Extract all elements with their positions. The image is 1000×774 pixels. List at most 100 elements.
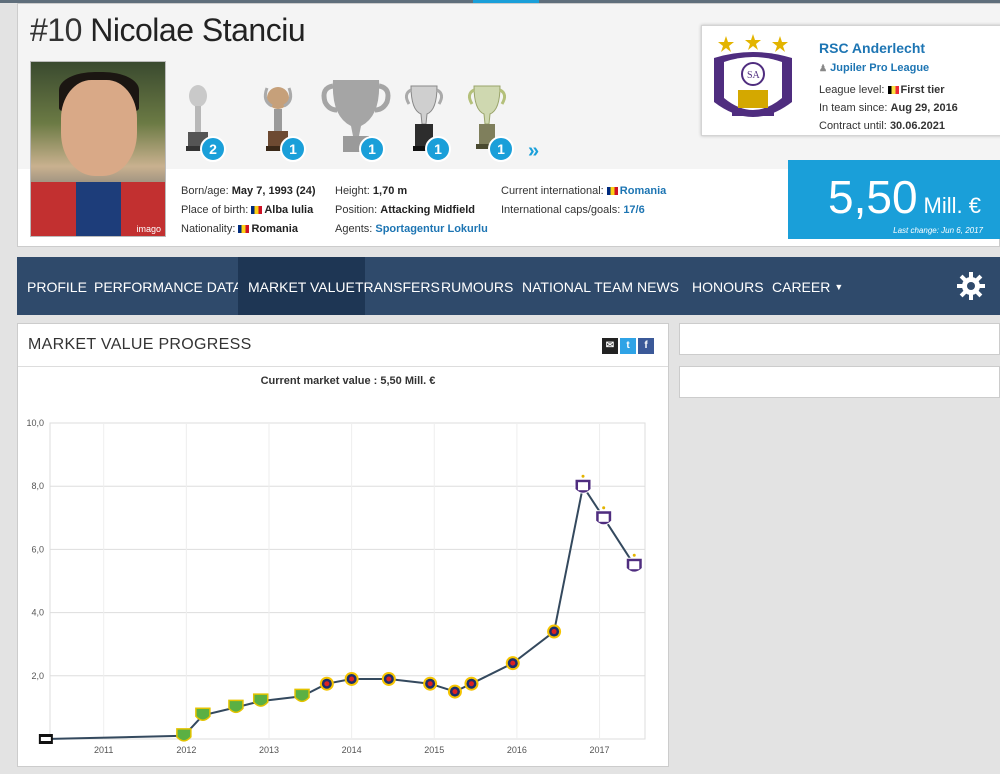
place-row: Place of birth: Alba Iulia bbox=[181, 201, 316, 220]
data-point-unirea[interactable] bbox=[252, 693, 269, 707]
romania-flag-icon bbox=[238, 225, 250, 233]
data-point-steaua[interactable] bbox=[464, 676, 479, 691]
trophy-4[interactable]: 1 bbox=[403, 76, 451, 162]
born-row: Born/age: May 7, 1993 (24) bbox=[181, 182, 316, 201]
data-point-unirea[interactable] bbox=[176, 728, 192, 742]
data-point-steaua[interactable] bbox=[381, 671, 396, 686]
nav-news[interactable]: News bbox=[637, 279, 679, 295]
data-point-anderlecht[interactable] bbox=[595, 506, 613, 526]
agents-row: Agents: Sportagentur Lokurlu bbox=[335, 220, 488, 239]
position-row: Position: Attacking Midfield bbox=[335, 201, 488, 220]
x-tick-label: 2014 bbox=[342, 745, 362, 755]
data-point-steaua[interactable] bbox=[447, 684, 462, 699]
mail-share-icon[interactable]: ✉ bbox=[602, 338, 618, 354]
gear-icon[interactable] bbox=[956, 271, 986, 301]
nav-honours[interactable]: Honours bbox=[692, 279, 764, 295]
place-label: Place of birth: bbox=[181, 204, 249, 216]
y-tick-label: 2,0 bbox=[31, 671, 44, 681]
born-value: May 7, 1993 (24) bbox=[231, 185, 316, 197]
nationality-row: Nationality: Romania bbox=[181, 220, 316, 239]
x-tick-label: 2015 bbox=[424, 745, 444, 755]
international-link[interactable]: Romania bbox=[619, 185, 667, 197]
trophy-count: 1 bbox=[425, 136, 451, 162]
club-name-link[interactable]: RSC Anderlecht bbox=[819, 40, 926, 56]
place-value: Alba Iulia bbox=[264, 204, 314, 216]
international-row: Current international: Romania bbox=[501, 182, 666, 201]
anderlecht-crest-icon[interactable]: SA bbox=[708, 32, 798, 130]
y-tick-label: 10,0 bbox=[26, 418, 44, 428]
data-point-unirea[interactable] bbox=[228, 699, 244, 714]
market-value-amount: 5,50 Mill. € bbox=[828, 170, 981, 224]
team-since-value: Aug 29, 2016 bbox=[890, 102, 958, 114]
position-value: Attacking Midfield bbox=[380, 204, 475, 216]
trophy-row: 2 1 1 bbox=[178, 76, 538, 166]
league-link[interactable]: Jupiler Pro League bbox=[830, 62, 930, 74]
nav-national-team[interactable]: National team bbox=[522, 279, 633, 295]
data-point-steaua[interactable] bbox=[505, 656, 520, 671]
data-point-unirea[interactable] bbox=[195, 707, 211, 722]
league-level-row: League level: First tier bbox=[819, 81, 958, 99]
market-value-number: 5,50 bbox=[828, 171, 918, 223]
ball-trophy-icon bbox=[263, 87, 293, 151]
caps-link[interactable]: 17/6 bbox=[623, 204, 645, 216]
market-value-box[interactable]: 5,50 Mill. € Last change: Jun 6, 2017 bbox=[788, 160, 1000, 239]
caret-down-icon: ▼ bbox=[834, 282, 844, 292]
data-point-steaua[interactable] bbox=[344, 671, 359, 686]
nav-career[interactable]: Career ▼ bbox=[762, 257, 853, 315]
facebook-share-icon[interactable]: f bbox=[638, 338, 654, 354]
player-number: #10 bbox=[30, 12, 82, 48]
data-point-anderlecht[interactable] bbox=[574, 474, 592, 494]
x-tick-label: 2016 bbox=[507, 745, 527, 755]
nav-profile[interactable]: Profile bbox=[27, 279, 87, 295]
nationality-value: Romania bbox=[251, 223, 298, 235]
player-last-name: Stanciu bbox=[201, 12, 306, 48]
y-tick-label: 4,0 bbox=[31, 608, 44, 618]
born-label: Born/age: bbox=[181, 185, 229, 197]
more-trophies-link[interactable]: » bbox=[528, 140, 540, 162]
nav-transfers[interactable]: Transfers bbox=[355, 279, 440, 295]
club-box: SA RSC Anderlecht ♟ Jupiler Pro League L… bbox=[701, 25, 1000, 136]
international-label: Current international: bbox=[501, 185, 604, 197]
romania-flag-icon bbox=[251, 206, 263, 214]
photo-shirt bbox=[31, 182, 165, 236]
romania-flag-icon bbox=[606, 187, 618, 195]
trophy-count: 2 bbox=[200, 136, 226, 162]
data-point-steaua[interactable] bbox=[319, 676, 334, 691]
contract-label: Contract until: bbox=[819, 120, 887, 132]
x-tick-label: 2017 bbox=[590, 745, 610, 755]
caps-label: International caps/goals: bbox=[501, 204, 621, 216]
caps-row: International caps/goals: 17/6 bbox=[501, 201, 666, 220]
data-point-steaua[interactable] bbox=[423, 676, 438, 691]
nav-rumours[interactable]: Rumours bbox=[441, 279, 514, 295]
trophy-1[interactable]: 2 bbox=[178, 76, 226, 162]
league-row: ♟ Jupiler Pro League bbox=[819, 62, 929, 74]
league-logo-icon: ♟ bbox=[819, 63, 828, 73]
data-point-anderlecht[interactable] bbox=[625, 553, 643, 573]
player-photo: imago bbox=[30, 61, 166, 237]
data-point-unirea[interactable] bbox=[294, 688, 310, 703]
photo-credit: imago bbox=[136, 224, 161, 234]
y-tick-label: 8,0 bbox=[31, 481, 44, 491]
x-tick-label: 2013 bbox=[259, 745, 279, 755]
y-tick-label: 6,0 bbox=[31, 544, 44, 554]
chart-title: Current market value : 5,50 Mill. € bbox=[261, 375, 436, 387]
x-tick-label: 2012 bbox=[176, 745, 196, 755]
twitter-share-icon[interactable]: t bbox=[620, 338, 636, 354]
height-value: 1,70 m bbox=[372, 185, 408, 197]
nav-market-value[interactable]: Market value bbox=[238, 257, 365, 315]
info-col-1: Born/age: May 7, 1993 (24) Place of birt… bbox=[181, 182, 316, 239]
player-first-name: Nicolae bbox=[90, 12, 194, 48]
trophy-3[interactable]: 1 bbox=[321, 76, 391, 162]
team-since-label: In team since: bbox=[819, 102, 888, 114]
belgium-flag-icon bbox=[887, 86, 899, 94]
panel-divider bbox=[18, 366, 668, 367]
agents-link[interactable]: Sportagentur Lokurlu bbox=[375, 223, 488, 235]
data-point-steaua[interactable] bbox=[547, 624, 562, 639]
top-bar-accent bbox=[473, 0, 539, 3]
info-col-3: Current international: Romania Internati… bbox=[501, 182, 666, 220]
trophy-2[interactable]: 1 bbox=[258, 76, 306, 162]
contract-row: Contract until: 30.06.2021 bbox=[819, 117, 958, 135]
data-point-unknown[interactable] bbox=[38, 734, 53, 744]
player-name: #10 Nicolae Stanciu bbox=[30, 12, 306, 49]
trophy-5[interactable]: 1 bbox=[466, 76, 514, 162]
